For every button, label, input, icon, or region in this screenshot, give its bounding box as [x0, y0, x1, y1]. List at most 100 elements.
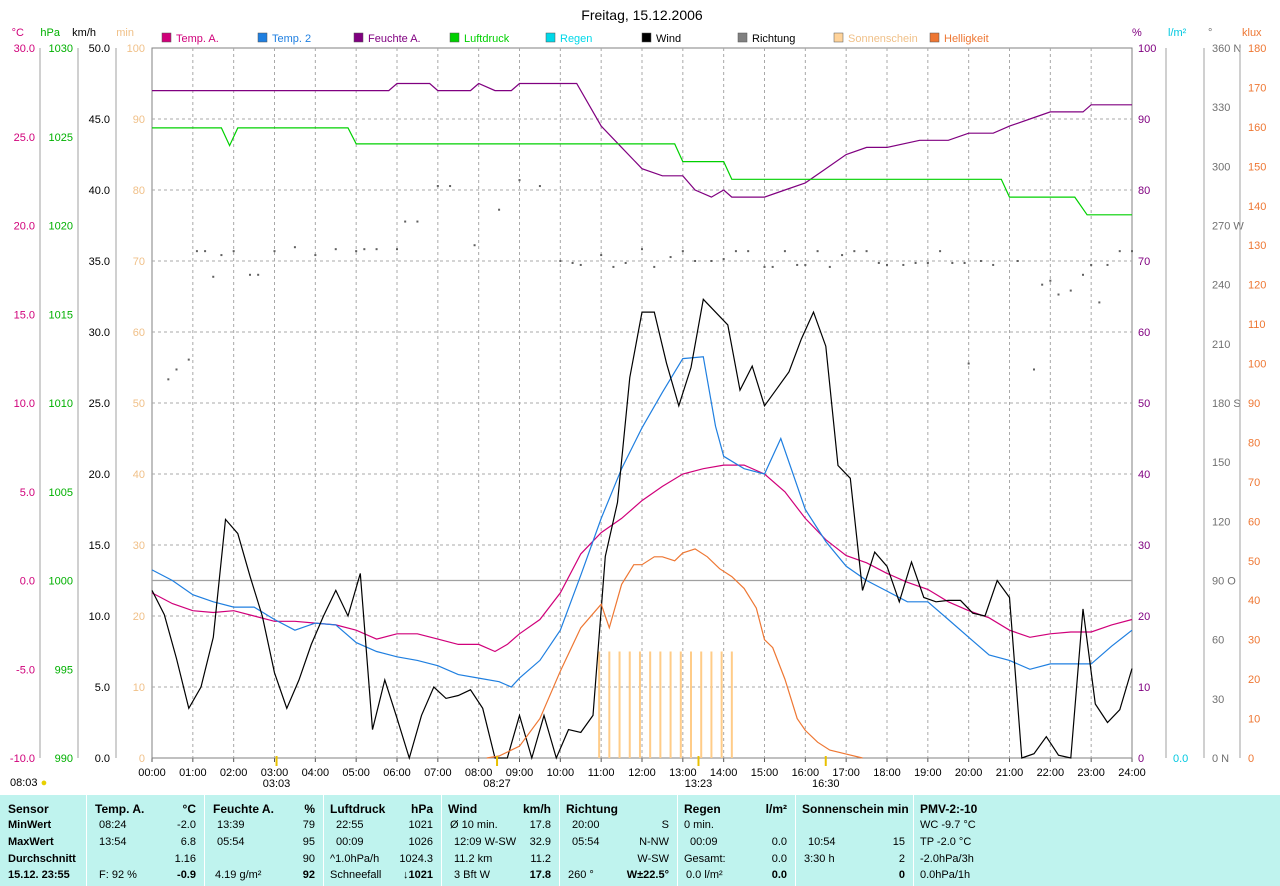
direction-dot [1082, 273, 1084, 276]
legend-swatch-temp-2 [257, 32, 268, 43]
humidity-max-value: 95 [302, 836, 315, 848]
legend-swatch-helligkeit [929, 32, 940, 43]
direction-axis-unit: ° [1208, 27, 1212, 39]
humidity-axis-tick: 80 [1138, 185, 1150, 197]
temp-min-value: -2.0 [177, 819, 196, 831]
humidity-axis-tick: 20 [1138, 611, 1150, 623]
time-markers: 03:03 08:27 13:23 16:30 [263, 756, 840, 790]
sunshine-bars [598, 651, 733, 758]
pressure-min-time: 22:55 [336, 819, 364, 831]
wind-axis-tick: 20.0 [89, 469, 110, 481]
sun-axis-tick: 100 [127, 43, 145, 55]
direction-axis-tick: 180 S [1212, 398, 1241, 410]
wind-current-value: 17.8 [529, 869, 551, 881]
series-line-feuchte-a [152, 82, 1132, 198]
wind-axis-tick: 40.0 [89, 185, 110, 197]
wind-axis-tick: 10.0 [89, 611, 110, 623]
direction-dot [734, 250, 737, 253]
pressure-axis-tick: 1005 [49, 487, 73, 499]
direction-dot [763, 265, 766, 268]
direction-dot [710, 260, 713, 262]
series-line-wind [151, 298, 1133, 761]
rain-amount: 0.0 l/m² [686, 869, 723, 881]
direction-dot [979, 260, 982, 262]
temp-unit: °C [182, 802, 196, 816]
direction-dot [600, 254, 603, 257]
pressure-current-value: ↓1021 [403, 869, 433, 881]
sun-axis-tick: 30 [133, 540, 145, 552]
legend-label-helligkeit: Helligkeit [944, 33, 989, 45]
wind-axis-tick: 15.0 [89, 540, 110, 552]
temp-current-note: F: 92 % [99, 869, 137, 881]
direction-dot [951, 261, 954, 264]
direction-dot [1016, 260, 1019, 262]
summary-humidity: Feuchte A. % 13:39 79 05:54 95 90 4.19 g… [205, 795, 324, 886]
direction-dot [404, 220, 407, 223]
direction-dot [1098, 301, 1101, 304]
sun-axis-tick: 80 [133, 185, 145, 197]
direction-dot [939, 250, 942, 253]
legend-label-temp-a: Temp. A. [176, 33, 219, 45]
summary-direction: Richtung 20:00 S 05:54 N-NW W-SW 260 ° W… [560, 795, 678, 886]
time-tick-label: 20:00 [955, 767, 983, 779]
rain-max-value: 0.0 [771, 836, 787, 848]
sun-axis-tick: 90 [133, 114, 145, 126]
humidity-axis-tick: 90 [1138, 114, 1150, 126]
time-tick-label: 17:00 [832, 767, 860, 779]
summary-temp: Temp. A. °C 08:24 -2.0 13:54 6.8 1.16 F:… [87, 795, 205, 886]
legend-label-temp-2: Temp. 2 [272, 33, 311, 45]
sun-max-value: 15 [892, 836, 905, 848]
direction-dot [579, 263, 582, 266]
brightness-axis-tick: 80 [1248, 437, 1260, 449]
pressure-forecast: Schneefall [330, 869, 382, 881]
sensor-header: Sensor [8, 802, 49, 816]
brightness-axis-tick: 0 [1248, 753, 1254, 765]
direction-axis-tick: 240 [1212, 280, 1230, 292]
time-tick-label: 18:00 [873, 767, 901, 779]
summary-wind: Wind km/h Ø 10 min. 17.8 12:09 W-SW 32.9… [442, 795, 560, 886]
direction-dot [363, 248, 366, 251]
sensor-avg-label: Durchschnitt [8, 853, 76, 865]
humidity-axis-tick: 60 [1138, 327, 1150, 339]
direction-dot [877, 261, 880, 264]
temp-current-value: -0.9 [177, 869, 196, 881]
axes: 30.025.020.015.010.05.00.0-5.0-10.0°C103… [10, 27, 1266, 779]
summary-pmv: PMV-2:-10 WC -9.7 °C TP -2.0 °C -2.0hPa/… [914, 795, 1280, 886]
direction-dot [853, 250, 856, 253]
time-tick-label: 22:00 [1037, 767, 1065, 779]
humidity-header: Feuchte A. [213, 802, 274, 816]
temp-axis-tick: 5.0 [20, 487, 35, 499]
direction-dot [1106, 263, 1109, 266]
direction-dot [653, 265, 656, 268]
direction-dot [926, 261, 929, 264]
direction-axis-tick: 300 [1212, 161, 1230, 173]
humidity-axis-unit: % [1132, 27, 1142, 39]
direction-dot [1118, 250, 1121, 253]
pressure-axis-tick: 1020 [49, 221, 73, 233]
temp-min-marker-label: 03:03 [263, 778, 291, 790]
rain-current-value: 0.0 [771, 869, 787, 881]
pressure-axis-unit: hPa [40, 27, 60, 39]
temp-axis-tick: 25.0 [14, 132, 35, 144]
direction-dot [967, 362, 970, 365]
direction-dot [498, 208, 501, 211]
time-tick-label: 07:00 [424, 767, 452, 779]
series-line-temp-2 [151, 356, 1133, 688]
direction-dot [212, 275, 215, 278]
legend-swatch-luftdruck [449, 32, 460, 43]
humidity-abs: 4.19 g/m² [215, 869, 262, 881]
time-tick-label: 00:00 [138, 767, 166, 779]
humidity-current-value: 92 [302, 869, 315, 881]
direction-axis-tick: 330 [1212, 102, 1230, 114]
legend-label-richtung: Richtung [752, 33, 795, 45]
humidity-max-time: 05:54 [217, 836, 245, 848]
brightness-axis-tick: 160 [1248, 122, 1266, 134]
wind-distance: 11.2 km [454, 853, 493, 865]
legend-swatch-regen [545, 32, 556, 43]
wind-unit: km/h [522, 802, 551, 816]
direction-dot [449, 185, 452, 188]
direction-dot [334, 248, 337, 251]
time-tick-label: 01:00 [179, 767, 207, 779]
summary-sensor: Sensor MinWert MaxWert Durchschnitt 15.1… [0, 795, 87, 886]
temp-axis-tick: 20.0 [14, 221, 35, 233]
